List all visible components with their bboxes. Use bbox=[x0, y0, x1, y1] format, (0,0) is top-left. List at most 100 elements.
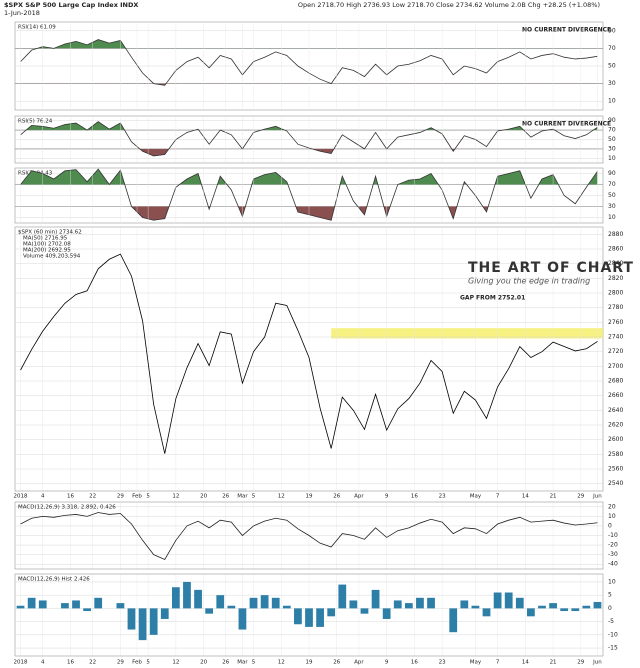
histogram-bar bbox=[171, 587, 180, 609]
histogram-bar bbox=[149, 608, 158, 635]
x-tick-label: 26 bbox=[222, 494, 229, 500]
y-tick-label: 2680 bbox=[608, 378, 623, 385]
x-tick-label: 4 bbox=[41, 494, 45, 500]
y-tick-label: 2820 bbox=[608, 275, 623, 282]
y-tick-label: -15 bbox=[608, 645, 618, 652]
x-tick-label: 22 bbox=[89, 660, 96, 666]
histogram-bar bbox=[260, 595, 269, 609]
histogram-bar bbox=[427, 597, 435, 609]
y-tick-label: 2620 bbox=[608, 422, 623, 429]
histogram-bar bbox=[538, 605, 546, 609]
y-tick-label: 5 bbox=[608, 592, 612, 599]
annotation: NO CURRENT DIVERGENCE bbox=[522, 27, 611, 34]
y-tick-label: 10 bbox=[608, 214, 616, 221]
y-tick-label: 2780 bbox=[608, 304, 623, 311]
histogram-bar bbox=[527, 608, 535, 617]
x-tick-label: 14 bbox=[522, 494, 529, 500]
y-tick-label: 2760 bbox=[608, 319, 623, 326]
y-tick-label: 10 bbox=[608, 98, 616, 105]
y-tick-label: 2800 bbox=[608, 290, 623, 297]
y-tick-label: -10 bbox=[608, 532, 618, 539]
x-tick-label: Apr bbox=[354, 494, 364, 500]
histogram-bar bbox=[471, 605, 480, 609]
histogram-bar bbox=[460, 600, 469, 609]
x-tick-label: 5 bbox=[252, 660, 256, 666]
y-tick-label: 50 bbox=[608, 192, 616, 199]
histogram-bar bbox=[571, 608, 580, 612]
histogram-bar bbox=[227, 605, 236, 609]
histogram-bar bbox=[16, 605, 25, 609]
x-tick-label: 4 bbox=[41, 660, 45, 666]
x-tick-label: 19 bbox=[306, 494, 313, 500]
x-tick-label: 12 bbox=[278, 660, 285, 666]
histogram-bar bbox=[160, 608, 169, 619]
slogan: Giving you the edge in trading bbox=[468, 277, 590, 286]
histogram-bar bbox=[515, 597, 524, 609]
histogram-bar bbox=[305, 608, 313, 627]
x-tick-label: 9 bbox=[385, 494, 389, 500]
panel-title: MACD(12,26,9) 3.318, 2.892, 0.426 bbox=[18, 505, 116, 511]
x-tick-label: May bbox=[470, 660, 482, 666]
x-tick-label: 29 bbox=[577, 494, 584, 500]
histogram-bar bbox=[205, 608, 214, 614]
x-tick-label: 21 bbox=[550, 494, 557, 500]
series-line bbox=[20, 512, 598, 560]
x-tick-label: May bbox=[470, 494, 482, 500]
histogram-bar bbox=[338, 584, 347, 609]
histogram-bar bbox=[327, 608, 336, 617]
x-tick-label: 26 bbox=[333, 660, 340, 666]
x-tick-label: 2018 bbox=[14, 494, 28, 500]
histogram-bar bbox=[72, 600, 80, 609]
histogram-bar bbox=[360, 608, 369, 614]
histogram-bar bbox=[216, 595, 225, 609]
x-tick-label: Jun bbox=[592, 660, 602, 666]
histogram-bar bbox=[238, 608, 247, 630]
y-tick-label: 10 bbox=[608, 155, 616, 162]
y-tick-label: 70 bbox=[608, 181, 616, 188]
x-tick-label: Jun bbox=[592, 494, 602, 500]
x-tick-label: 26 bbox=[333, 494, 340, 500]
histogram-bar bbox=[371, 589, 380, 609]
panel-frame bbox=[14, 573, 604, 657]
x-tick-label: 16 bbox=[411, 494, 418, 500]
histogram-bar bbox=[560, 608, 569, 612]
histogram-bar bbox=[27, 597, 36, 609]
histogram-bar bbox=[294, 608, 302, 625]
annotation: NO CURRENT DIVERGENCE bbox=[522, 121, 611, 128]
y-tick-label: -10 bbox=[608, 631, 618, 638]
histogram-bar bbox=[138, 608, 147, 641]
rsi-zone-fill bbox=[26, 121, 598, 131]
y-tick-label: 90 bbox=[608, 170, 616, 177]
x-tick-label: 7 bbox=[496, 494, 500, 500]
x-tick-label: 29 bbox=[117, 494, 124, 500]
x-tick-label: 7 bbox=[496, 660, 500, 666]
y-tick-label: 30 bbox=[608, 145, 616, 152]
histogram-bar bbox=[194, 589, 202, 609]
histogram-bar bbox=[316, 608, 324, 627]
y-tick-label: 70 bbox=[608, 127, 616, 134]
histogram-bar bbox=[393, 600, 402, 609]
x-tick-label: 2018 bbox=[14, 660, 28, 666]
logo: THE ART OF CHART bbox=[468, 260, 634, 276]
histogram-bar bbox=[416, 597, 424, 609]
quote: Open 2718.70 High 2736.93 Low 2718.70 Cl… bbox=[298, 1, 600, 9]
gap-band bbox=[331, 328, 603, 339]
histogram-bar bbox=[593, 601, 602, 609]
histogram-bar bbox=[504, 592, 513, 609]
histogram-bar bbox=[482, 608, 491, 617]
symbol: $SPX S&P 500 Large Cap Index INDX bbox=[4, 1, 138, 9]
y-tick-label: 90 bbox=[608, 117, 616, 124]
x-tick-label: 16 bbox=[411, 660, 418, 666]
x-tick-label: 20 bbox=[200, 660, 207, 666]
y-tick-label: 2740 bbox=[608, 334, 623, 341]
y-tick-label: 10 bbox=[608, 578, 616, 585]
y-tick-label: -40 bbox=[608, 561, 618, 568]
histogram-bar bbox=[94, 597, 103, 609]
x-tick-label: 9 bbox=[385, 660, 389, 666]
histogram-bar bbox=[382, 608, 391, 619]
x-tick-label: 29 bbox=[117, 660, 124, 666]
x-tick-label: 26 bbox=[222, 660, 229, 666]
histogram-bar bbox=[127, 608, 136, 630]
series-line bbox=[20, 253, 598, 454]
